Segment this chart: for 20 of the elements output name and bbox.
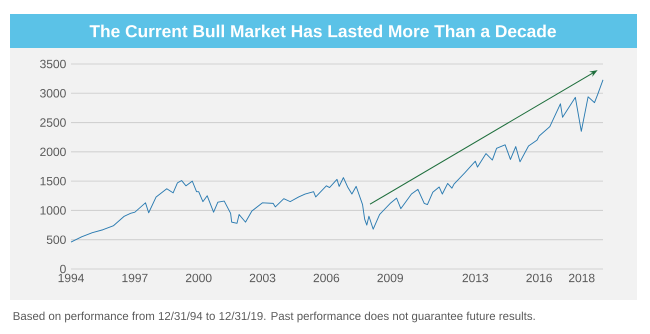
- x-tick-label: 2016: [526, 274, 552, 282]
- x-tick-label: 2000: [186, 274, 212, 282]
- y-tick-label: 0: [60, 264, 66, 274]
- x-tick-label: 2006: [314, 274, 340, 282]
- x-tick-label: 1994: [58, 274, 84, 282]
- y-tick-label: 3000: [40, 89, 66, 98]
- x-tick-label: 2003: [250, 274, 276, 282]
- x-tick-label: 1997: [122, 274, 148, 282]
- y-tick-label: 3500: [40, 60, 66, 68]
- y-tick-label: 500: [46, 235, 66, 244]
- chart-title: The Current Bull Market Has Lasted More Than a Decade: [90, 24, 556, 38]
- text: Based on performance from 12/31/94 to 12/31/19. Past performance does not guarantee future results.: [14, 312, 535, 322]
- y-tick-label: 2000: [40, 148, 66, 156]
- y-tick-label: 1500: [40, 176, 66, 186]
- x-tick-label: 2009: [377, 274, 403, 282]
- x-tick-label: 2018: [568, 274, 595, 282]
- y-tick-label: 2500: [40, 118, 66, 127]
- x-tick-label: 2013: [462, 274, 488, 282]
- y-tick-label: 1000: [40, 206, 66, 215]
- line-series: [70, 79, 604, 243]
